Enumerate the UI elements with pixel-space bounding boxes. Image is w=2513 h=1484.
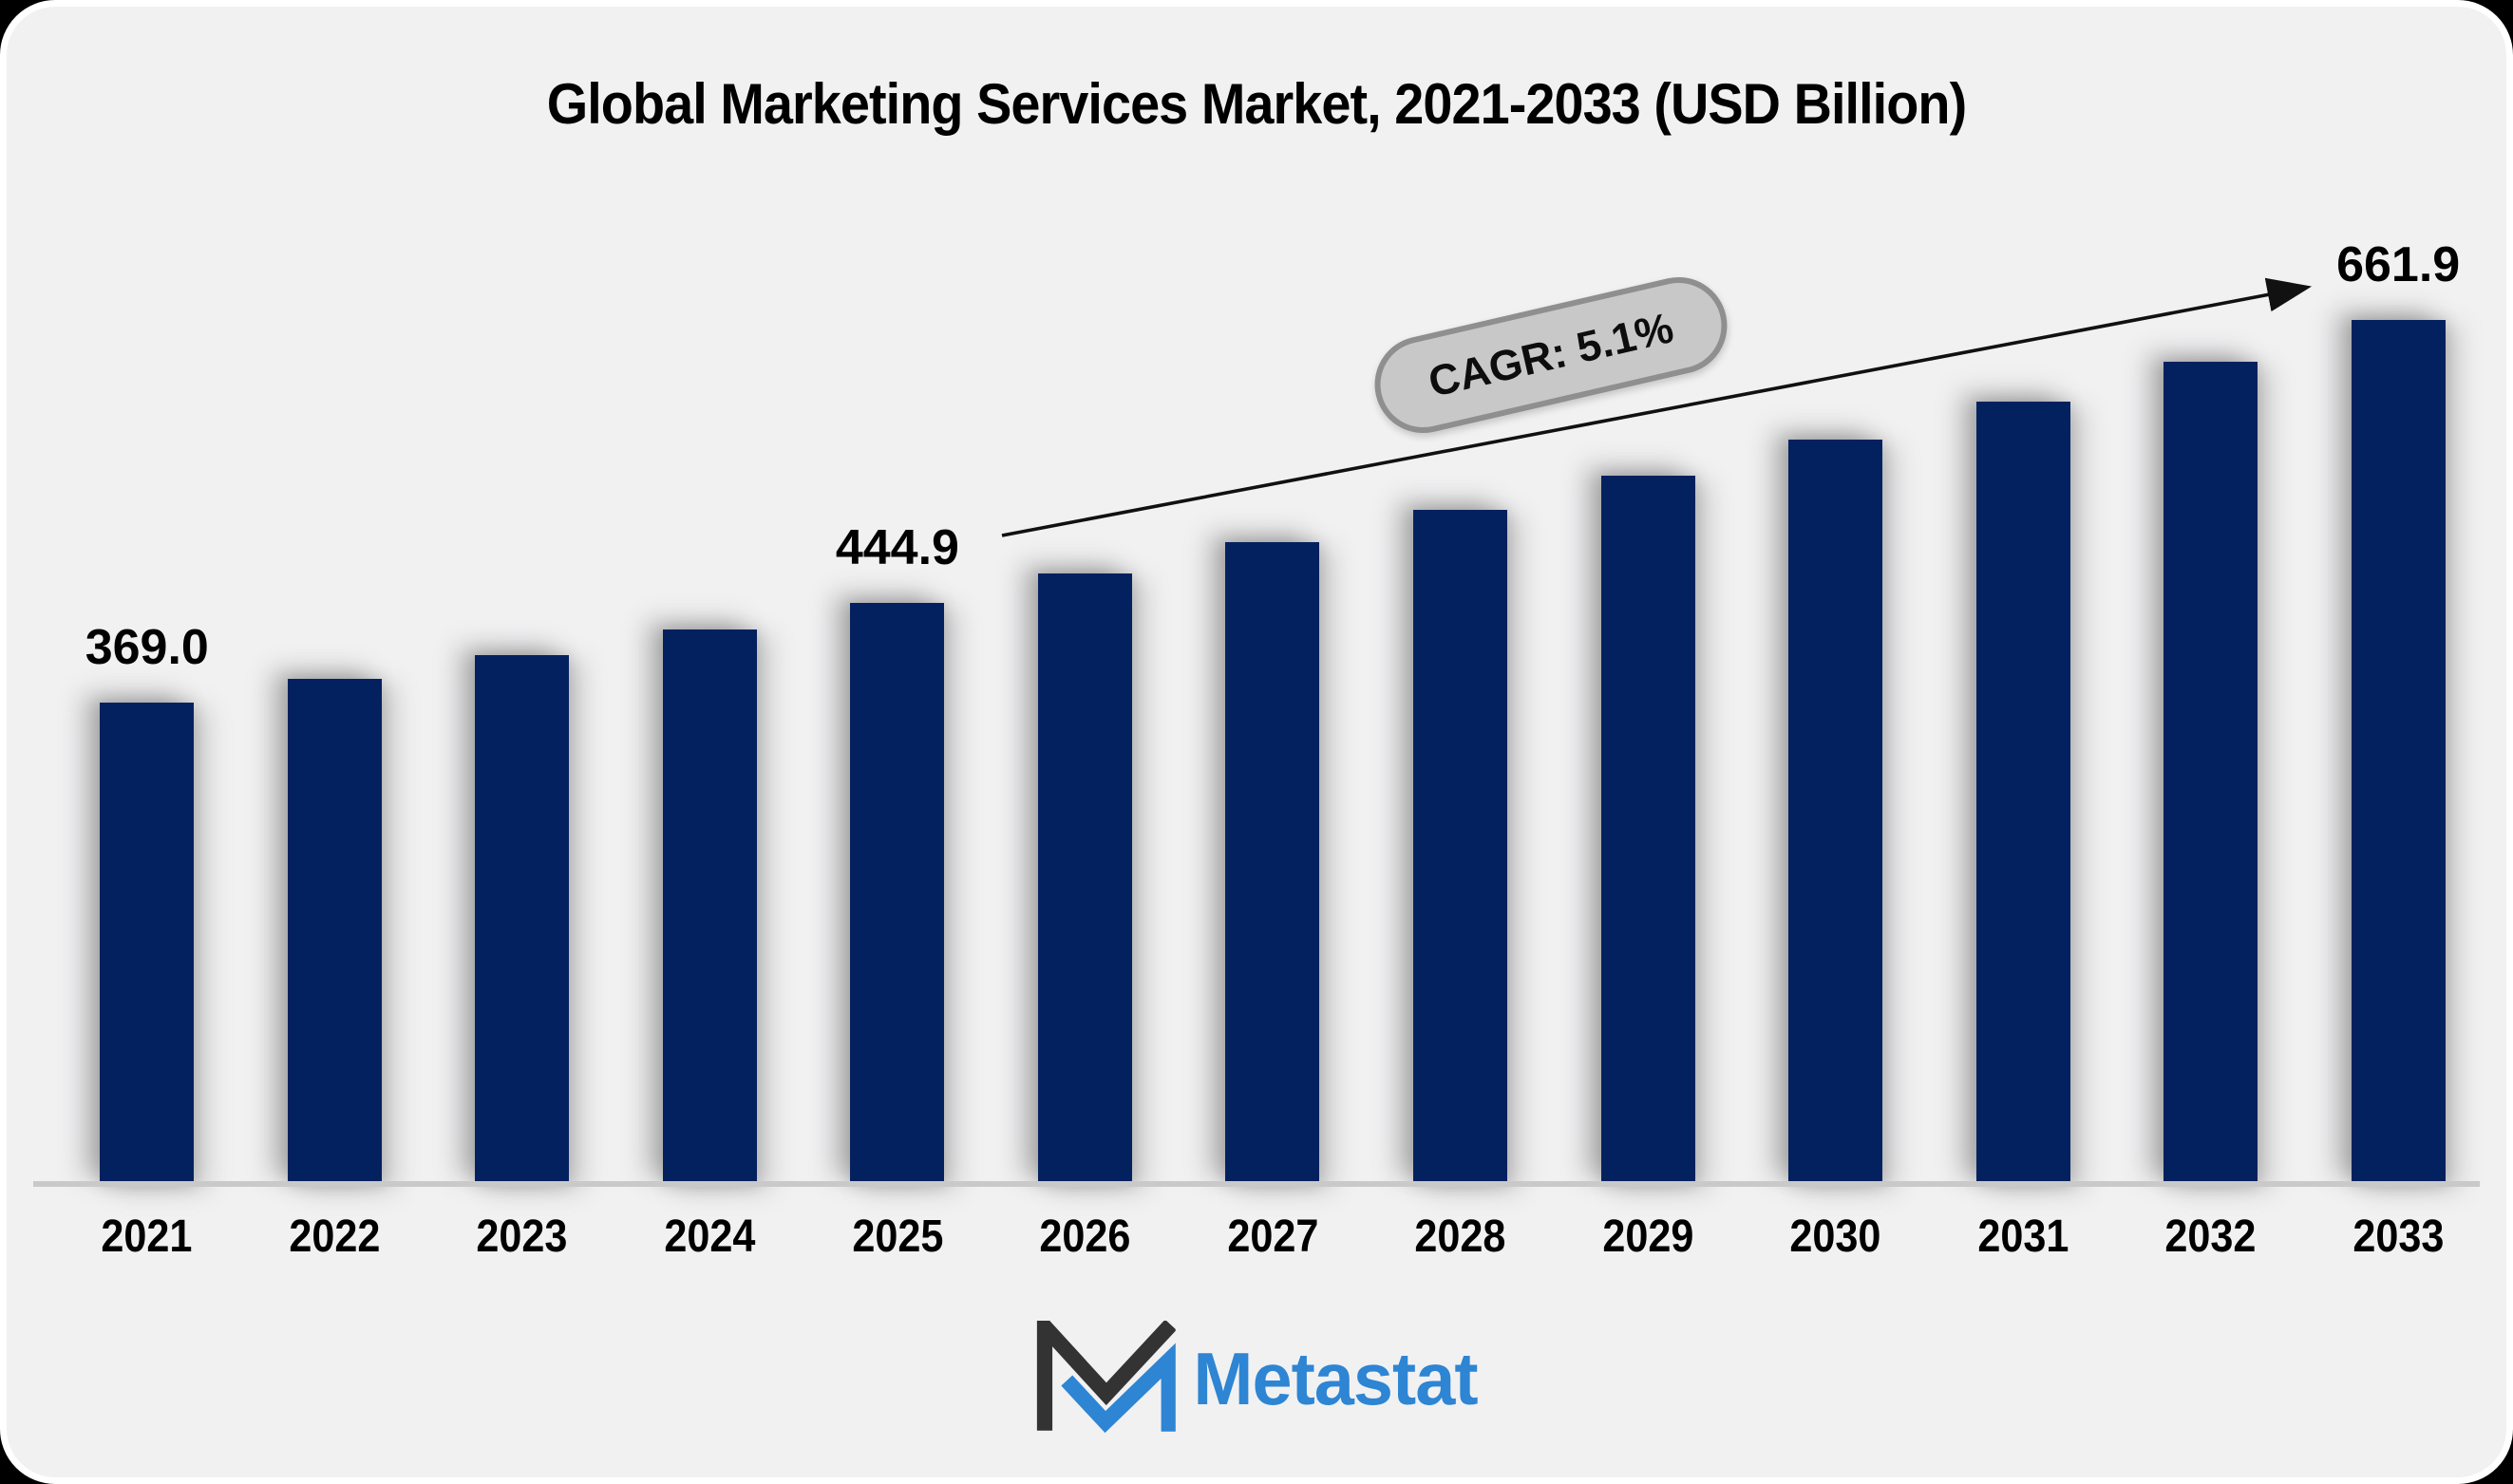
bar-2022: [287, 679, 382, 1184]
bar-2027: [1225, 542, 1320, 1184]
bar-column-2026: [992, 7, 1180, 1184]
x-axis-label-2022: 2022: [241, 1211, 429, 1263]
x-axis-label-text: 2024: [664, 1212, 756, 1262]
bar-2026: [1037, 573, 1132, 1184]
x-axis-label-text: 2023: [476, 1212, 568, 1262]
bar-2023: [475, 655, 570, 1184]
x-axis-label-text: 2031: [1977, 1212, 2069, 1262]
bar-column-2022: [241, 7, 429, 1184]
x-axis-label-2028: 2028: [1367, 1211, 1555, 1263]
bar-2029: [1600, 476, 1695, 1184]
bar-column-2031: [1929, 7, 2117, 1184]
x-axis-label-text: 2026: [1039, 1212, 1131, 1262]
bar-2028: [1412, 510, 1507, 1184]
bar-column-2030: [1742, 7, 1930, 1184]
bar-column-2024: [616, 7, 804, 1184]
x-axis-label-text: 2028: [1414, 1212, 1506, 1262]
x-axis-label-text: 2027: [1226, 1212, 1319, 1262]
x-axis-label-text: 2022: [289, 1212, 381, 1262]
x-axis-label-2030: 2030: [1742, 1211, 1930, 1263]
bar-value-label-2033: 661.9: [2336, 237, 2461, 292]
bar-column-2028: [1367, 7, 1555, 1184]
bar-2030: [1788, 440, 1883, 1184]
bar-column-2027: [1179, 7, 1367, 1184]
bar-column-2025: 444.9: [803, 7, 992, 1184]
bar-2033: [2351, 320, 2446, 1184]
x-axis-labels: 2021 2022 2023 2024 2025 2026 2027 2028 2029 2030…: [53, 1211, 2492, 1263]
x-axis-label-2025: 2025: [803, 1211, 992, 1263]
bar-plot-area: 369.0 444.9 661.9: [53, 7, 2492, 1184]
bar-value-label-2021: 369.0: [85, 620, 209, 675]
bar-2025: [850, 603, 945, 1184]
x-axis-label-text: 2021: [101, 1212, 193, 1262]
bar-column-2029: [1554, 7, 1742, 1184]
bar-column-2021: 369.0: [53, 7, 241, 1184]
x-axis-label-text: 2029: [1601, 1212, 1694, 1262]
x-axis-label-2026: 2026: [992, 1211, 1180, 1263]
x-axis-label-text: 2032: [2164, 1212, 2257, 1262]
x-axis-label-2029: 2029: [1554, 1211, 1742, 1263]
x-axis-label-2024: 2024: [616, 1211, 804, 1263]
bar-2031: [1975, 402, 2070, 1184]
bar-2021: [100, 703, 195, 1184]
x-axis-label-2021: 2021: [53, 1211, 241, 1263]
x-axis-label-text: 2033: [2352, 1212, 2445, 1262]
x-axis-label-2033: 2033: [2304, 1211, 2492, 1263]
bar-value-label-2025: 444.9: [835, 520, 959, 575]
bar-2024: [662, 629, 757, 1184]
bar-column-2023: [428, 7, 616, 1184]
bar-2032: [2163, 362, 2258, 1184]
x-axis-label-text: 2030: [1789, 1212, 1881, 1262]
bar-column-2032: [2117, 7, 2305, 1184]
brand-logo: Metastat: [1031, 1321, 1482, 1437]
bar-column-2033: 661.9: [2304, 7, 2492, 1184]
x-axis-label-2032: 2032: [2117, 1211, 2305, 1263]
brand-logo-text: Metastat: [1193, 1336, 1478, 1420]
x-axis-label-text: 2025: [851, 1212, 943, 1262]
x-axis-line: [33, 1181, 2480, 1187]
chart-title: Global Marketing Services Market, 2021-2…: [546, 72, 1967, 136]
x-axis-label-2023: 2023: [428, 1211, 616, 1263]
metastat-m-logo-icon: [1036, 1321, 1176, 1434]
x-axis-label-2027: 2027: [1179, 1211, 1367, 1263]
x-axis-label-2031: 2031: [1929, 1211, 2117, 1263]
